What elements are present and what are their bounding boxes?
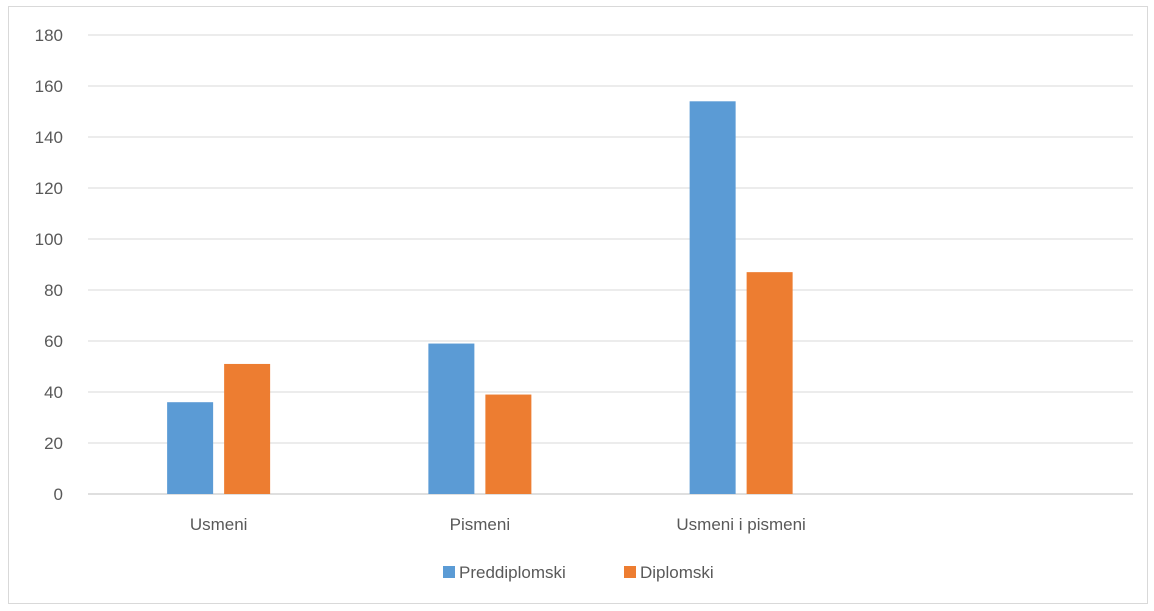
y-tick-label: 160	[35, 77, 63, 96]
legend-swatch-preddiplomski	[443, 566, 455, 578]
bar-diplomski	[746, 272, 793, 494]
y-tick-label: 140	[35, 128, 63, 147]
x-category-label: Pismeni	[450, 515, 510, 534]
x-category-label: Usmeni	[190, 515, 248, 534]
y-tick-label: 60	[44, 332, 63, 351]
bar-preddiplomski	[167, 402, 214, 494]
legend-label-preddiplomski: Preddiplomski	[459, 563, 566, 582]
y-tick-label: 100	[35, 230, 63, 249]
y-tick-label: 180	[35, 26, 63, 45]
bar-diplomski	[224, 363, 271, 494]
y-tick-label: 20	[44, 434, 63, 453]
x-category-label: Usmeni i pismeni	[676, 515, 805, 534]
y-tick-label: 40	[44, 383, 63, 402]
legend-swatch-diplomski	[624, 566, 636, 578]
y-tick-label: 0	[54, 485, 63, 504]
y-tick-label: 120	[35, 179, 63, 198]
bar-preddiplomski	[428, 343, 475, 494]
bar-diplomski	[485, 394, 532, 494]
y-tick-label: 80	[44, 281, 63, 300]
legend-label-diplomski: Diplomski	[640, 563, 714, 582]
bar-preddiplomski	[689, 101, 736, 495]
chart-frame	[8, 6, 1148, 604]
